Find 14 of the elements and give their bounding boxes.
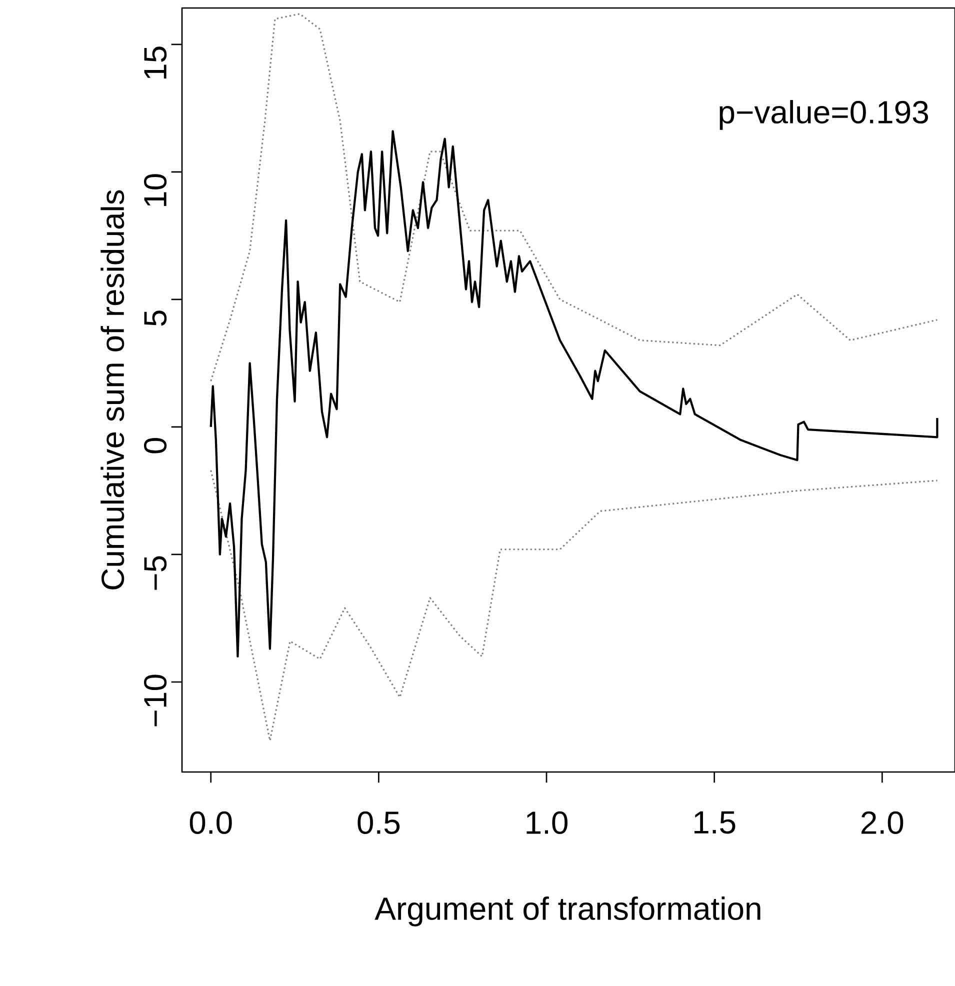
x-tick-label: 0.0	[190, 811, 232, 834]
y-tick-label: −10	[144, 674, 167, 726]
y-tick-label: 0	[144, 438, 167, 454]
x-tick-label: 1.0	[526, 811, 568, 834]
x-tick-label: 1.5	[694, 811, 736, 834]
y-tick-label: 5	[144, 310, 167, 326]
y-tick-label: −5	[144, 556, 167, 590]
x-tick-label: 0.5	[358, 811, 400, 834]
y-tick-label: 10	[144, 174, 167, 206]
x-tick-label: 2.0	[862, 811, 904, 834]
y-tick-label: 15	[144, 46, 167, 78]
x-axis-title: Argument of transformation	[374, 896, 760, 926]
annotation: p−value=0.193	[720, 100, 928, 130]
y-axis-title: Cumulative sum of residuals	[100, 190, 124, 590]
